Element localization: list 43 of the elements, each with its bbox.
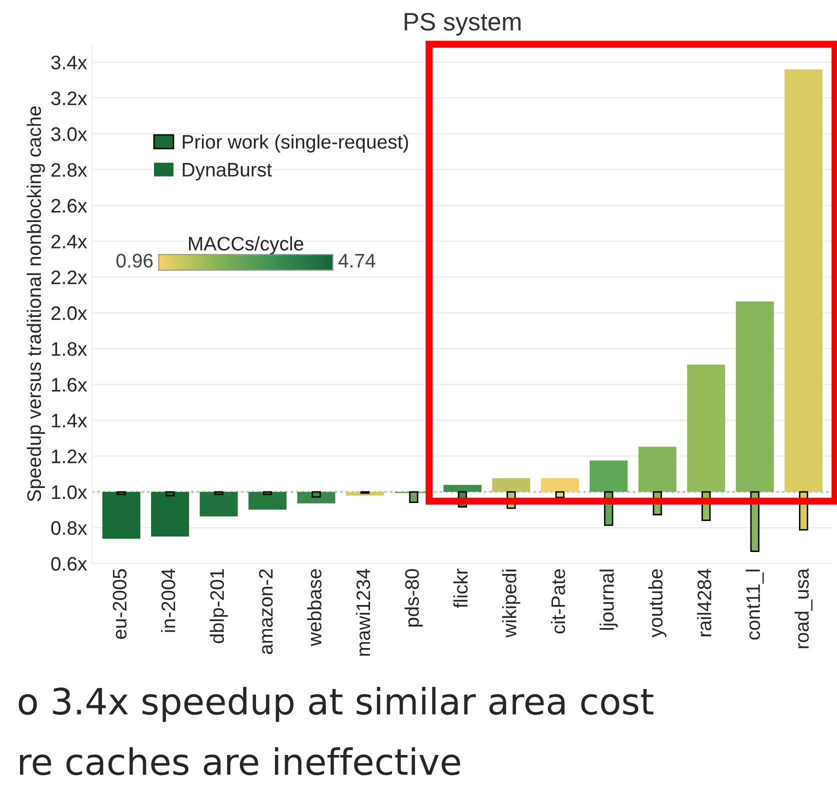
y-axis-title: Speedup versus traditional nonblocking cache bbox=[26, 106, 45, 502]
y-tick-label: 3.4x bbox=[51, 56, 87, 70]
y-tick-label: 1.6x bbox=[52, 378, 87, 392]
y-tick-label: 1.8x bbox=[52, 342, 87, 356]
y-tick-label: 0.6x bbox=[51, 556, 87, 571]
y-tick-label: 2.0x bbox=[51, 306, 87, 320]
x-tick-label: road_usa bbox=[794, 568, 812, 648]
x-tick-label: amazon-2 bbox=[258, 569, 273, 654]
x-tick-label: flickr bbox=[453, 568, 468, 608]
y-tick-label: 3.2x bbox=[51, 91, 87, 106]
legend-label: DynaBurst bbox=[182, 163, 272, 180]
x-tick-label: mawi1234 bbox=[356, 568, 370, 656]
x-tick-label: ljournal bbox=[600, 570, 618, 630]
annotation: 0.96 bbox=[116, 254, 153, 268]
y-tick-label: 2.6x bbox=[51, 198, 87, 213]
bar bbox=[102, 492, 140, 539]
y-tick-label: 2.8x bbox=[51, 163, 87, 177]
x-tick-label: webbase bbox=[307, 569, 322, 646]
x-tick-label: wikipedi bbox=[502, 570, 520, 638]
x-tick-label: pds-80 bbox=[404, 569, 423, 627]
y-tick-label: 1.4x bbox=[52, 414, 87, 428]
annotation: 4.74 bbox=[338, 254, 376, 268]
legend-label: Prior work (single-request) bbox=[182, 134, 408, 153]
x-tick-label: in-2004 bbox=[160, 568, 176, 632]
y-tick-label: 1.2x bbox=[52, 450, 87, 464]
color-bar-title: MACCs/cycle bbox=[189, 236, 304, 254]
x-tick-label: cont11_l bbox=[746, 570, 764, 640]
x-tick-label: rail4284 bbox=[697, 568, 712, 636]
bar bbox=[200, 492, 238, 516]
y-tick-label: 3.0x bbox=[51, 127, 87, 142]
x-tick-label: youtube bbox=[648, 569, 666, 638]
y-tick-label: 1.0x bbox=[52, 485, 87, 500]
chart-title: PS system bbox=[404, 12, 521, 36]
x-tick-label: eu-2005 bbox=[112, 569, 127, 639]
text: o 3.4x speedup at similar area cost bbox=[18, 686, 654, 722]
bar bbox=[151, 492, 190, 536]
bar bbox=[248, 492, 287, 510]
x-tick-label: cit-Pate bbox=[550, 569, 566, 634]
text: re caches are ineffective bbox=[20, 747, 460, 776]
y-tick-label: 0.8x bbox=[51, 521, 87, 535]
y-tick-label: 2.4x bbox=[51, 234, 87, 248]
y-tick-label: 2.2x bbox=[51, 270, 87, 284]
x-tick-label: dblp-201 bbox=[210, 569, 228, 644]
